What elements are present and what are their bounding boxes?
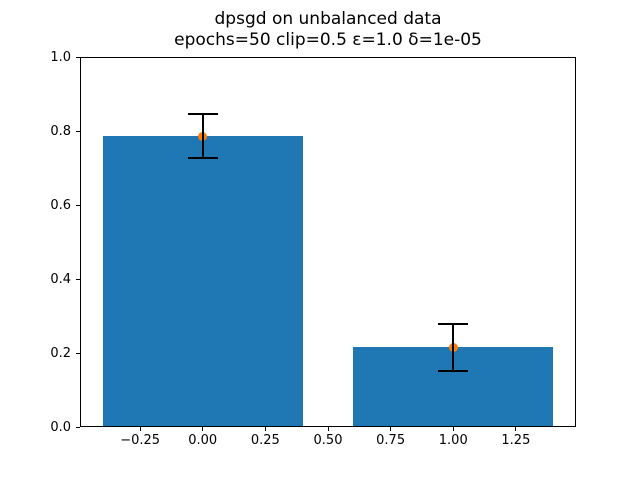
error-cap-top bbox=[438, 323, 469, 326]
chart-title-line1: dpsgd on unbalanced data bbox=[214, 9, 442, 29]
error-cap-top bbox=[187, 112, 218, 115]
y-tick-label: 0.2 bbox=[50, 345, 71, 361]
y-tick-label: 0.6 bbox=[50, 197, 71, 213]
x-tick-label: 0.50 bbox=[313, 433, 343, 448]
x-tick bbox=[264, 427, 266, 431]
y-tick-label: 1.0 bbox=[50, 49, 71, 65]
y-tick-label: 0.4 bbox=[50, 271, 71, 287]
y-tick bbox=[76, 426, 80, 428]
y-tick-label: 0.0 bbox=[50, 419, 71, 435]
x-tick bbox=[390, 427, 392, 431]
bar bbox=[102, 136, 303, 427]
x-tick bbox=[202, 427, 204, 431]
error-cap-bottom bbox=[187, 157, 218, 160]
y-tick bbox=[76, 352, 80, 354]
x-tick-label: 1.00 bbox=[438, 433, 468, 448]
x-tick-label: 1.25 bbox=[501, 433, 531, 448]
error-line bbox=[452, 324, 455, 371]
y-tick bbox=[76, 278, 80, 280]
x-tick bbox=[452, 427, 454, 431]
x-tick bbox=[515, 427, 517, 431]
x-tick bbox=[139, 427, 141, 431]
x-tick-label: 0.00 bbox=[188, 433, 218, 448]
y-tick-label: 0.8 bbox=[50, 123, 71, 139]
x-tick-label: 0.25 bbox=[250, 433, 280, 448]
x-tick-label: −0.25 bbox=[120, 433, 161, 448]
y-tick bbox=[76, 56, 80, 58]
y-tick bbox=[76, 130, 80, 132]
error-line bbox=[201, 113, 204, 159]
error-cap-bottom bbox=[438, 369, 469, 372]
chart-title: dpsgd on unbalanced data epochs=50 clip=… bbox=[80, 9, 576, 51]
x-tick-label: 0.75 bbox=[376, 433, 406, 448]
chart-title-line2: epochs=50 clip=0.5 ε=1.0 δ=1e-05 bbox=[174, 30, 482, 50]
y-tick bbox=[76, 204, 80, 206]
x-tick bbox=[327, 427, 329, 431]
